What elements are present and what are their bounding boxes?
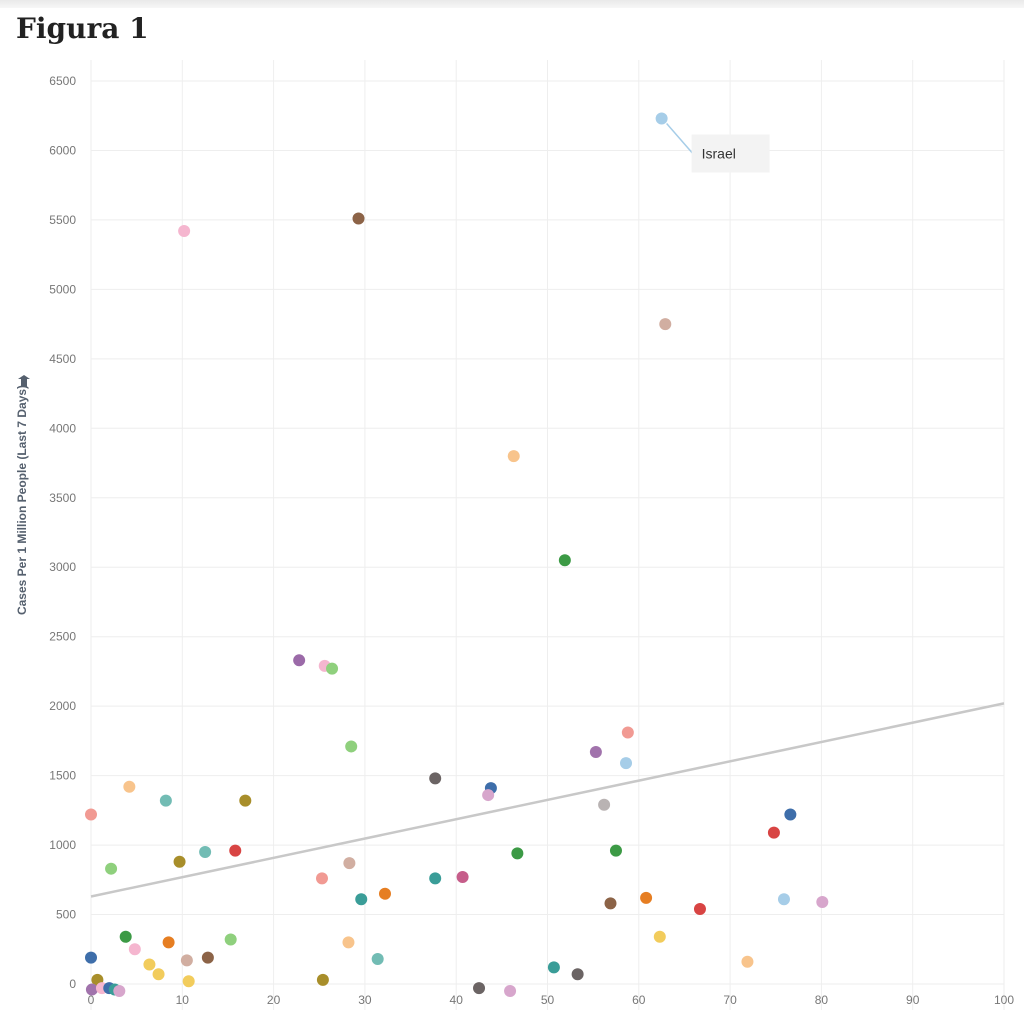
grid-lines	[90, 60, 1005, 1010]
data-point[interactable]	[326, 662, 339, 675]
data-point[interactable]	[105, 862, 118, 875]
data-point[interactable]	[239, 794, 252, 807]
data-point[interactable]	[343, 857, 356, 870]
y-tick-label: 6500	[49, 74, 76, 88]
data-point[interactable]	[113, 984, 126, 997]
pin-icon[interactable]	[18, 375, 30, 387]
y-tick-label: 4500	[49, 352, 76, 366]
y-tick-label: 1500	[49, 769, 76, 783]
y-tick-label: 5000	[49, 282, 76, 296]
data-point[interactable]	[609, 844, 622, 857]
data-point[interactable]	[640, 891, 653, 904]
data-point[interactable]	[224, 933, 237, 946]
x-tick-label: 40	[450, 993, 464, 1007]
data-point[interactable]	[693, 902, 706, 915]
data-point[interactable]	[342, 936, 355, 949]
data-point[interactable]	[315, 872, 328, 885]
data-point[interactable]	[345, 740, 358, 753]
y-tick-label: 5500	[49, 213, 76, 227]
top-shadow-bar	[0, 0, 1024, 8]
data-point[interactable]	[182, 975, 195, 988]
data-point[interactable]	[316, 973, 329, 986]
y-tick-label: 6000	[49, 143, 76, 157]
data-point[interactable]	[293, 654, 306, 667]
data-point[interactable]	[504, 984, 517, 997]
y-tick-label: 0	[69, 977, 76, 991]
y-tick-label: 1000	[49, 838, 76, 852]
data-point[interactable]	[456, 871, 469, 884]
annotation-label: Israel	[702, 146, 736, 162]
data-point[interactable]	[655, 112, 668, 125]
y-tick-label: 2500	[49, 630, 76, 644]
annotation-leader-line	[666, 123, 695, 156]
y-tick-label: 3000	[49, 560, 76, 574]
data-point[interactable]	[429, 872, 442, 885]
data-point[interactable]	[229, 844, 242, 857]
data-point[interactable]	[173, 855, 186, 868]
data-point[interactable]	[653, 930, 666, 943]
data-point[interactable]	[507, 450, 520, 463]
data-point[interactable]	[199, 846, 212, 859]
data-point[interactable]	[371, 952, 384, 965]
data-point[interactable]	[604, 897, 617, 910]
y-axis-label: Cases Per 1 Million People (Last 7 Days)	[15, 385, 29, 615]
x-tick-label: 50	[541, 993, 555, 1007]
data-point[interactable]	[547, 961, 560, 974]
data-point[interactable]	[767, 826, 780, 839]
annotations: Israel	[666, 123, 770, 173]
data-point[interactable]	[85, 983, 98, 996]
y-tick-label: 3500	[49, 491, 76, 505]
x-tick-label: 70	[723, 993, 737, 1007]
data-point[interactable]	[119, 930, 132, 943]
data-point[interactable]	[473, 982, 486, 995]
data-point[interactable]	[571, 968, 584, 981]
data-point[interactable]	[123, 780, 136, 793]
data-point[interactable]	[85, 808, 97, 821]
data-point[interactable]	[355, 893, 368, 906]
chart-panel: 0 500 1000 1500 2000 2500 3000 3500 4000 4500 5000…	[10, 60, 1018, 1010]
trend-line	[90, 702, 1005, 898]
data-point[interactable]	[777, 893, 790, 906]
annotation-box	[691, 134, 770, 173]
x-tick-label: 60	[632, 993, 646, 1007]
figure-heading: Figura 1	[16, 12, 149, 45]
x-tick-label: 90	[906, 993, 920, 1007]
x-tick-label: 20	[267, 993, 281, 1007]
data-point[interactable]	[620, 757, 633, 770]
data-point[interactable]	[741, 955, 754, 968]
data-point[interactable]	[621, 726, 634, 739]
data-point[interactable]	[429, 772, 442, 785]
data-point[interactable]	[180, 954, 193, 967]
data-point[interactable]	[598, 798, 611, 811]
data-point[interactable]	[162, 936, 175, 949]
data-points	[85, 112, 829, 997]
data-point[interactable]	[511, 847, 524, 860]
data-point[interactable]	[159, 794, 172, 807]
data-point[interactable]	[128, 943, 141, 956]
x-tick-label: 10	[176, 993, 190, 1007]
data-point[interactable]	[85, 951, 97, 964]
x-tick-labels: 0 10 20 30 40 50 60 70 80 90 100	[88, 993, 1015, 1007]
y-tick-label: 4000	[49, 421, 76, 435]
data-point[interactable]	[558, 554, 571, 567]
data-point[interactable]	[352, 212, 365, 225]
data-point[interactable]	[378, 887, 391, 900]
data-point[interactable]	[659, 318, 672, 331]
y-tick-label: 500	[56, 908, 76, 922]
data-point[interactable]	[589, 745, 602, 758]
data-point[interactable]	[201, 951, 214, 964]
x-tick-label: 100	[994, 993, 1014, 1007]
x-tick-label: 80	[815, 993, 829, 1007]
data-point[interactable]	[784, 808, 797, 821]
data-point[interactable]	[178, 225, 191, 238]
y-tick-labels: 0 500 1000 1500 2000 2500 3000 3500 4000 4500 5000…	[49, 74, 76, 991]
data-point[interactable]	[816, 896, 829, 909]
y-tick-label: 2000	[49, 699, 76, 713]
x-tick-label: 30	[358, 993, 372, 1007]
scatter-chart: 0500100015002000250030003500400045005000…	[15, 60, 1015, 1010]
data-point[interactable]	[482, 789, 495, 802]
x-tick-label: 0	[88, 993, 95, 1007]
data-point[interactable]	[152, 968, 165, 981]
data-point[interactable]	[143, 958, 156, 971]
